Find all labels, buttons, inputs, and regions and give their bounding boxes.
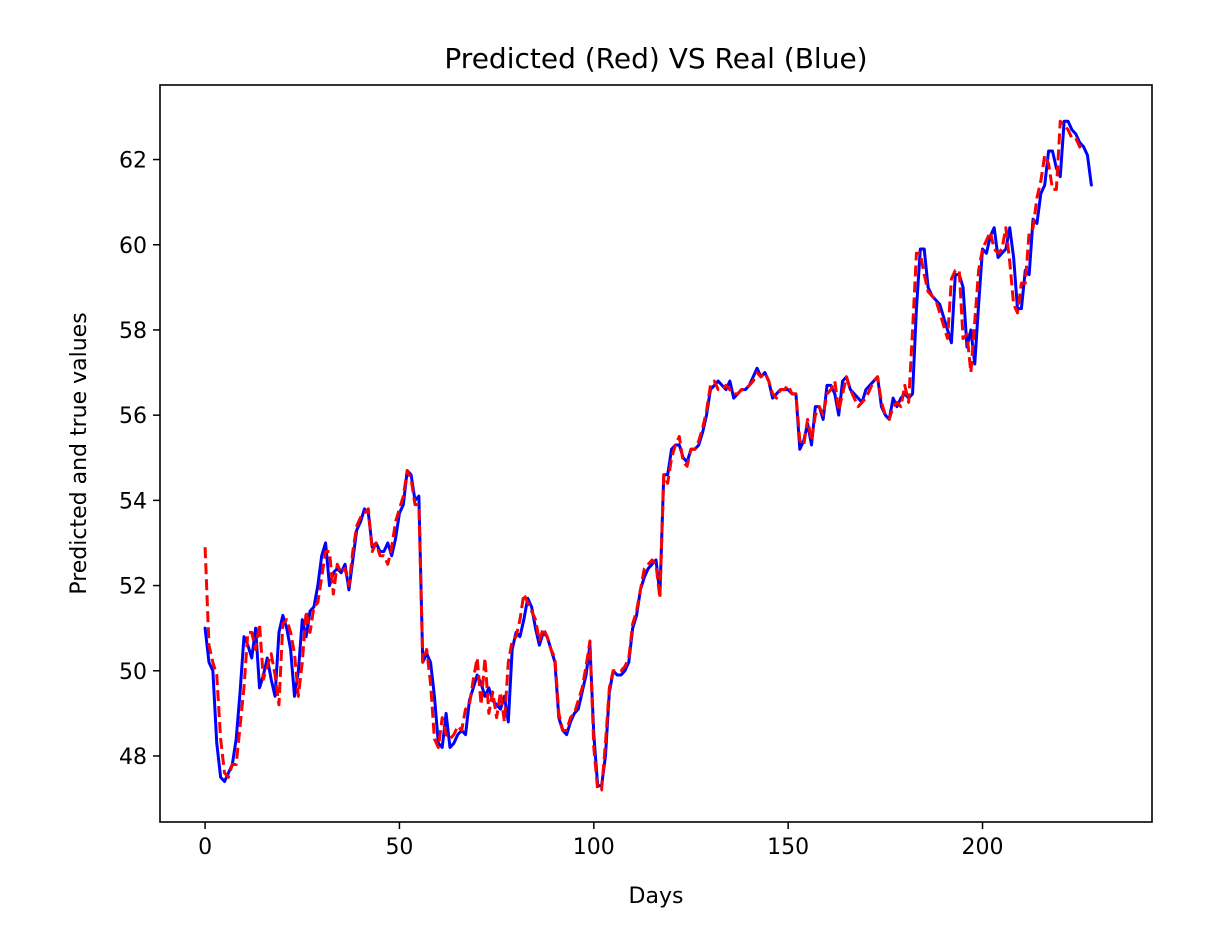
y-tick-label: 54 <box>119 489 147 514</box>
series-layer <box>203 119 1093 792</box>
tick-layer: 0 50 100 150 200 48 50 52 54 56 58 60 62 <box>119 149 1004 860</box>
x-tick-label: 150 <box>767 835 809 860</box>
x-tick-label: 0 <box>198 835 212 860</box>
series-line-predicted <box>203 119 1085 792</box>
y-tick-label: 50 <box>119 660 147 685</box>
chart-title: Predicted (Red) VS Real (Blue) <box>444 42 867 75</box>
y-tick-label: 58 <box>119 319 147 344</box>
x-axis-label: Days <box>629 884 684 909</box>
x-tick-label: 50 <box>385 835 413 860</box>
y-tick-label: 60 <box>119 234 147 259</box>
x-tick-label: 200 <box>962 835 1004 860</box>
y-tick-label: 62 <box>119 149 147 174</box>
y-tick-label: 48 <box>119 745 147 770</box>
y-tick-label: 52 <box>119 575 147 600</box>
x-tick-label: 100 <box>573 835 615 860</box>
series-line-real <box>203 119 1093 788</box>
plot-frame <box>159 84 1153 823</box>
y-tick-label: 56 <box>119 404 147 429</box>
y-axis-label: Predicted and true values <box>67 312 92 594</box>
